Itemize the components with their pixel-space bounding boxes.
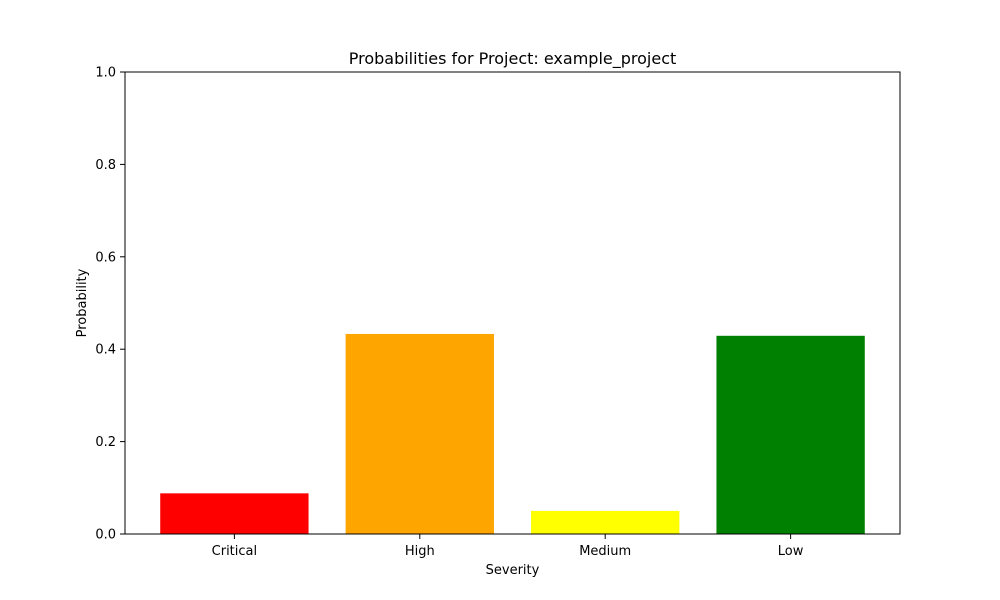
plot-frame bbox=[124, 71, 901, 535]
chart-title: Probabilities for Project: example_proje… bbox=[349, 49, 677, 69]
x-tick-label-low: Low bbox=[778, 544, 804, 559]
y-axis-ticks: 0.0 0.2 0.4 0.6 0.8 1.0 bbox=[95, 66, 125, 543]
x-tick-label-medium: Medium bbox=[579, 544, 631, 559]
x-axis-ticks: Critical High Medium Low bbox=[212, 534, 804, 559]
y-tick-label: 0.2 bbox=[95, 435, 116, 450]
bars-group bbox=[160, 333, 865, 534]
bar-high bbox=[345, 333, 494, 534]
y-tick-label: 1.0 bbox=[95, 66, 116, 81]
y-axis-label: Probability bbox=[75, 268, 90, 337]
y-tick-label: 0.8 bbox=[95, 158, 116, 173]
y-tick-label: 0.4 bbox=[95, 343, 116, 358]
x-axis-label: Severity bbox=[486, 563, 540, 578]
y-tick-label: 0.6 bbox=[95, 250, 116, 265]
y-tick-label: 0.0 bbox=[95, 528, 116, 543]
x-tick-label-high: High bbox=[405, 544, 435, 559]
bar-critical bbox=[160, 493, 309, 534]
bar-low bbox=[716, 335, 865, 534]
bar-medium bbox=[531, 510, 680, 534]
x-tick-label-critical: Critical bbox=[212, 544, 257, 559]
